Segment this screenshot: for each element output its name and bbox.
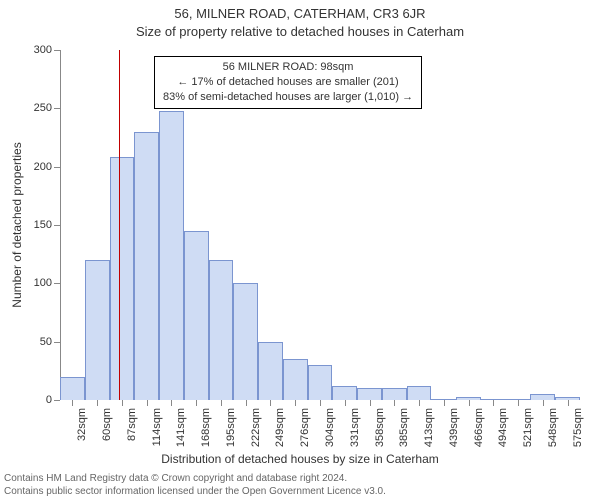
x-tick xyxy=(72,400,73,406)
x-tick-label: 141sqm xyxy=(175,408,187,447)
x-tick-label: 575sqm xyxy=(572,408,584,447)
histogram-bar xyxy=(308,365,333,400)
x-tick-label: 358sqm xyxy=(374,408,386,447)
y-tick xyxy=(54,108,60,109)
y-tick-label: 50 xyxy=(40,336,52,348)
y-axis-line xyxy=(60,50,61,400)
x-tick xyxy=(543,400,544,406)
x-tick xyxy=(419,400,420,406)
y-tick-label: 100 xyxy=(34,277,52,289)
x-tick-label: 331sqm xyxy=(349,408,361,447)
x-tick-label: 87sqm xyxy=(126,408,138,441)
x-tick-label: 195sqm xyxy=(225,408,237,447)
x-tick xyxy=(196,400,197,406)
credits-line-1: Contains HM Land Registry data © Crown c… xyxy=(4,473,596,486)
histogram-bar xyxy=(60,377,85,400)
chart-container: 56, MILNER ROAD, CATERHAM, CR3 6JR Size … xyxy=(0,0,600,500)
x-tick xyxy=(246,400,247,406)
credits-line-2: Contains public sector information licen… xyxy=(4,486,596,499)
y-tick xyxy=(54,225,60,226)
x-tick-label: 304sqm xyxy=(324,408,336,447)
x-tick xyxy=(122,400,123,406)
x-tick xyxy=(147,400,148,406)
histogram-bar xyxy=(382,388,407,400)
y-axis-label: Number of detached properties xyxy=(10,142,24,307)
x-tick xyxy=(345,400,346,406)
x-tick-label: 385sqm xyxy=(398,408,410,447)
y-tick xyxy=(54,50,60,51)
x-tick xyxy=(518,400,519,406)
histogram-bar xyxy=(134,132,159,400)
x-tick xyxy=(221,400,222,406)
histogram-bar xyxy=(85,260,110,400)
y-tick xyxy=(54,283,60,284)
y-tick-label: 300 xyxy=(34,44,52,56)
page-sub-title: Size of property relative to detached ho… xyxy=(0,24,600,39)
page-super-title: 56, MILNER ROAD, CATERHAM, CR3 6JR xyxy=(0,6,600,21)
histogram-bar xyxy=(159,111,184,400)
histogram-bar xyxy=(332,386,357,400)
info-box-line-2: ← 17% of detached houses are smaller (20… xyxy=(163,75,413,90)
x-tick xyxy=(493,400,494,406)
histogram-bar xyxy=(407,386,432,400)
x-tick xyxy=(171,400,172,406)
x-tick-label: 276sqm xyxy=(299,408,311,447)
histogram-bar xyxy=(233,283,258,400)
x-tick xyxy=(469,400,470,406)
info-box: 56 MILNER ROAD: 98sqm← 17% of detached h… xyxy=(154,56,422,109)
y-tick xyxy=(54,342,60,343)
x-axis-label: Distribution of detached houses by size … xyxy=(0,452,600,466)
histogram-bar xyxy=(258,342,283,400)
x-tick xyxy=(394,400,395,406)
x-tick xyxy=(444,400,445,406)
x-tick-label: 521sqm xyxy=(522,408,534,447)
x-tick-label: 32sqm xyxy=(76,408,88,441)
histogram-bar xyxy=(357,388,382,400)
x-tick-label: 222sqm xyxy=(250,408,262,447)
plot-area: 05010015020025030032sqm60sqm87sqm114sqm1… xyxy=(60,50,580,400)
x-tick-label: 439sqm xyxy=(448,408,460,447)
y-tick-label: 0 xyxy=(46,394,52,406)
x-tick-label: 168sqm xyxy=(200,408,212,447)
histogram-bar xyxy=(283,359,308,400)
y-tick-label: 200 xyxy=(34,161,52,173)
info-box-line-1: 56 MILNER ROAD: 98sqm xyxy=(163,60,413,75)
x-tick-label: 548sqm xyxy=(547,408,559,447)
x-tick xyxy=(97,400,98,406)
histogram-bar xyxy=(209,260,234,400)
x-tick-label: 413sqm xyxy=(423,408,435,447)
histogram-bar xyxy=(110,157,135,400)
y-tick-label: 250 xyxy=(34,102,52,114)
credits: Contains HM Land Registry data © Crown c… xyxy=(4,473,596,498)
property-marker-line xyxy=(119,50,120,400)
x-tick xyxy=(320,400,321,406)
x-tick-label: 114sqm xyxy=(151,408,163,446)
x-tick-label: 494sqm xyxy=(497,408,509,447)
x-tick-label: 60sqm xyxy=(101,408,113,441)
x-tick xyxy=(295,400,296,406)
histogram-bar xyxy=(184,231,209,400)
info-box-line-3: 83% of semi-detached houses are larger (… xyxy=(163,90,413,105)
y-tick xyxy=(54,400,60,401)
y-tick-label: 150 xyxy=(34,219,52,231)
y-tick xyxy=(54,167,60,168)
x-tick-label: 466sqm xyxy=(473,408,485,447)
x-tick-label: 249sqm xyxy=(274,408,286,447)
x-tick xyxy=(568,400,569,406)
x-tick xyxy=(270,400,271,406)
x-tick xyxy=(370,400,371,406)
